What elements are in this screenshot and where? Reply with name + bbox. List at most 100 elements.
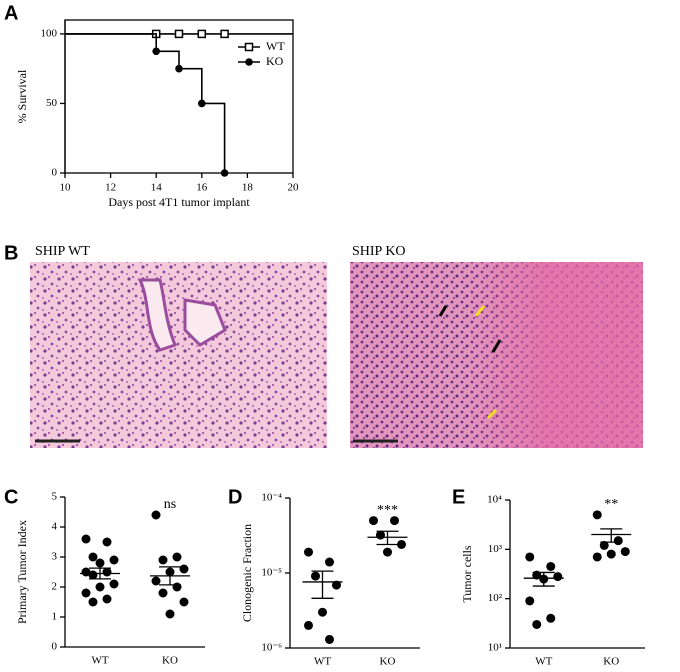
y-tick-label: 10³	[488, 543, 503, 555]
x-tick-label: 12	[105, 182, 116, 194]
data-point	[546, 613, 556, 623]
data-point	[325, 557, 334, 567]
y-tick-label: 0	[52, 167, 58, 179]
data-point	[81, 588, 91, 598]
x-tick-label: WT	[535, 656, 552, 668]
plot-frame	[64, 19, 294, 174]
data-point	[325, 634, 334, 644]
panel-label: E	[452, 486, 465, 508]
data-point	[304, 620, 313, 630]
data-point	[95, 558, 105, 568]
y-tick-label: 10⁻⁴	[261, 492, 282, 504]
y-tick-label: 5	[52, 491, 58, 503]
x-axis-label: Days post 4T1 tumor implant	[108, 195, 250, 209]
x-tick-label: KO	[603, 656, 619, 668]
marker	[198, 99, 206, 108]
legend-marker	[245, 58, 253, 66]
data-point	[179, 564, 189, 574]
data-point	[383, 547, 392, 557]
y-tick-label: 10²	[488, 592, 503, 604]
data-point	[592, 552, 602, 562]
data-point	[613, 536, 623, 546]
y-tick-label: 2	[52, 581, 58, 593]
error-bar	[376, 530, 399, 546]
y-axis-label: Tumor cells	[460, 545, 474, 603]
error-bar	[89, 567, 111, 580]
data-point	[620, 547, 630, 557]
error-bar	[600, 528, 623, 543]
significance: **	[604, 497, 618, 512]
x-tick-label: WT	[314, 656, 331, 668]
legend-label: KO	[266, 54, 284, 68]
marker	[220, 29, 229, 39]
data-point	[397, 539, 406, 549]
data-point	[546, 561, 556, 571]
error-bar	[159, 566, 181, 586]
data-point	[158, 588, 168, 598]
data-point	[592, 510, 602, 520]
x-tick-label: 16	[196, 182, 208, 194]
data-point	[102, 537, 112, 547]
y-axis-label: Clonogenic Fraction	[240, 524, 254, 622]
data-point	[553, 572, 563, 582]
data-point	[158, 555, 168, 565]
marker	[175, 64, 183, 73]
arrows	[438, 305, 502, 420]
histology-image	[30, 262, 327, 448]
y-tick-label: 1	[52, 611, 58, 623]
significance: ns	[164, 497, 176, 512]
data-point	[172, 552, 182, 562]
y-tick-label: 10⁻⁶	[261, 642, 282, 654]
marker	[220, 169, 229, 177]
panel-label: C	[4, 486, 18, 508]
image-label: SHIP KO	[352, 244, 406, 259]
data-point	[102, 594, 112, 604]
data-point	[304, 547, 313, 557]
legend-label: WT	[266, 39, 285, 53]
airway	[137, 278, 227, 352]
image-label: SHIP WT	[35, 244, 90, 259]
data-point	[151, 576, 161, 586]
error-bar	[311, 570, 334, 599]
legend-marker	[244, 42, 254, 52]
data-point	[179, 597, 189, 607]
data-point	[525, 596, 535, 606]
y-tick-label: 4	[52, 521, 58, 533]
x-tick-label: 14	[151, 182, 163, 194]
data-point	[390, 516, 399, 526]
data-point	[151, 510, 161, 520]
y-tick-label: 10⁻⁵	[261, 567, 282, 579]
data-point	[332, 580, 341, 590]
y-tick-label: 10¹	[488, 642, 502, 654]
marker	[197, 29, 207, 39]
x-tick-label: KO	[380, 656, 396, 668]
data-point	[311, 571, 320, 581]
error-bar	[532, 571, 555, 587]
data-point	[165, 609, 175, 619]
x-tick-label: 20	[288, 182, 300, 194]
data-point	[532, 619, 542, 629]
y-tick-label: 3	[52, 551, 58, 563]
data-point	[376, 530, 385, 540]
y-tick-label: 10⁴	[487, 494, 502, 506]
data-point	[525, 552, 535, 562]
data-point	[606, 549, 616, 559]
data-point	[109, 579, 119, 589]
data-point	[109, 555, 119, 565]
data-point	[88, 552, 98, 562]
hemorrhage	[350, 262, 643, 448]
data-point	[102, 567, 112, 577]
panel-label: B	[4, 242, 18, 264]
panel-label: D	[228, 486, 242, 508]
x-tick-label: WT	[91, 655, 108, 667]
data-point	[369, 516, 378, 526]
marker	[152, 47, 160, 56]
data-point	[88, 597, 98, 607]
panel-label: A	[4, 2, 18, 24]
x-tick-label: KO	[162, 655, 178, 667]
y-axis-label: Primary Tumor Index	[15, 520, 29, 624]
data-point	[95, 582, 105, 592]
data-point	[88, 570, 98, 580]
data-point	[172, 582, 182, 592]
